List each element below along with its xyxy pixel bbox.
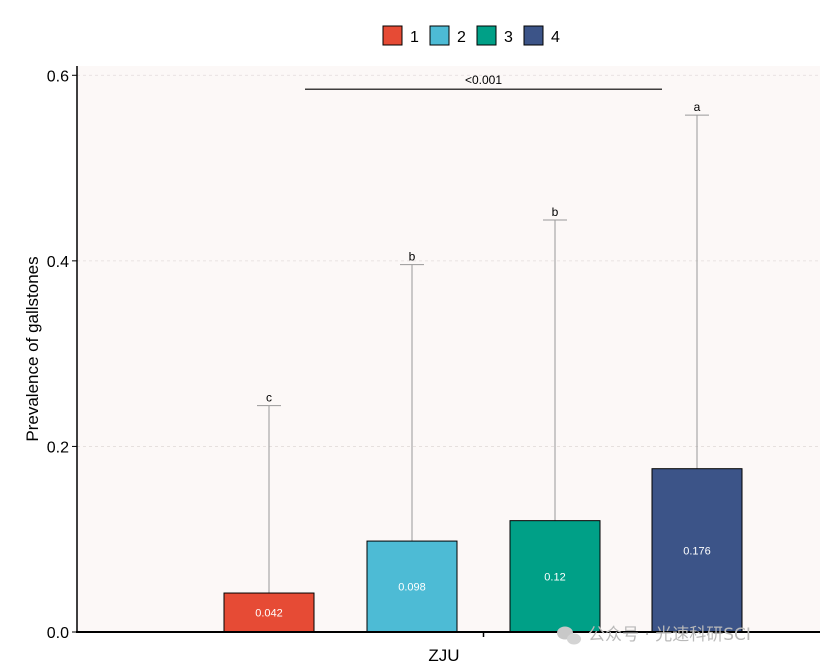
y-axis-title: Prevalence of gallstones (23, 256, 42, 441)
significance-label: <0.001 (465, 73, 502, 87)
significance-letter-4: a (694, 100, 701, 114)
bar-value-label-3: 0.12 (544, 571, 565, 583)
y-tick-label: 0.0 (47, 625, 69, 642)
watermark-text: 公众号 · 光速科研SCI (588, 625, 751, 645)
bar-value-label-4: 0.176 (683, 545, 711, 557)
bar-4 (651, 468, 743, 633)
x-axis-title: ZJU (428, 646, 459, 665)
y-tick-label: 0.2 (47, 439, 69, 456)
legend-label-1: 1 (410, 29, 419, 46)
significance-bracket: <0.001 (305, 73, 662, 90)
watermark: 公众号 · 光速科研SCI (557, 625, 751, 645)
bar-3 (509, 520, 601, 633)
axes: 0.0 0.2 0.4 0.6 (47, 66, 820, 642)
significance-letter-2: b (409, 250, 416, 264)
error-bars: c b b a (257, 100, 709, 594)
bars: 0.042 0.098 0.12 0.176 (223, 468, 743, 633)
y-tick-label: 0.4 (47, 254, 69, 271)
significance-letter-1: c (266, 391, 272, 405)
bar-value-label-1: 0.042 (255, 608, 283, 620)
legend-swatch-2 (429, 25, 450, 46)
grid-lines (77, 74, 820, 447)
legend-swatch-3 (476, 25, 497, 46)
bar-2 (366, 540, 458, 633)
significance-letter-3: b (552, 205, 559, 219)
legend-label-4: 4 (551, 29, 560, 46)
legend-swatch-4 (523, 25, 544, 46)
legend-swatch-1 (382, 25, 403, 46)
legend-label-3: 3 (504, 29, 513, 46)
bar-value-label-2: 0.098 (398, 582, 426, 594)
wechat-icon (557, 626, 581, 645)
y-tick-label: 0.6 (47, 68, 69, 85)
legend: 1 2 3 4 (382, 25, 560, 46)
legend-label-2: 2 (457, 29, 466, 46)
